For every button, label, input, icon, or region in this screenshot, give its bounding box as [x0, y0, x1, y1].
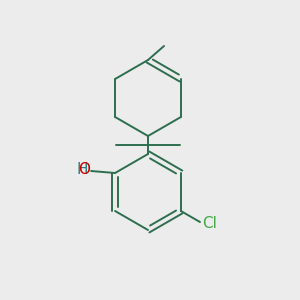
Text: Cl: Cl — [202, 215, 217, 230]
Text: H: H — [76, 163, 88, 178]
Text: O: O — [78, 163, 90, 178]
